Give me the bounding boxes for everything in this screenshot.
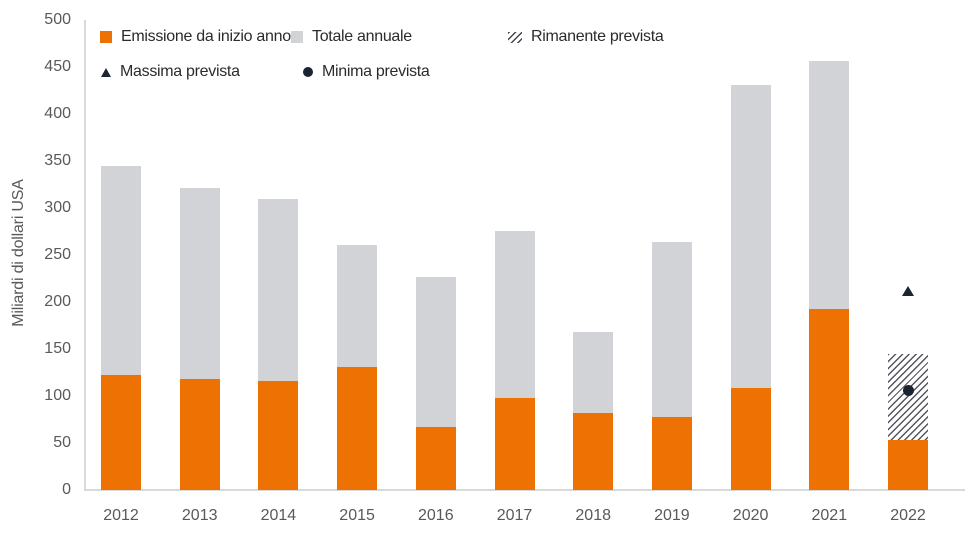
bar-segment-ytd-2013	[179, 379, 220, 490]
min-forecast-marker-2022	[902, 384, 914, 396]
bar-segment-total-2013	[179, 188, 220, 380]
bar-segment-total-2021	[809, 61, 850, 309]
y-tick-label-250: 250	[44, 246, 71, 263]
x-axis-label-2020: 2020	[732, 507, 769, 524]
y-tick-label-500: 500	[44, 11, 71, 28]
triangle-marker-icon	[101, 67, 111, 77]
legend-label: Emissione da inizio anno	[121, 28, 291, 45]
legend-item-rimanente: Rimanente prevista	[508, 28, 664, 46]
max-forecast-marker-2022	[901, 285, 914, 296]
x-axis-label-2019: 2019	[654, 507, 690, 524]
x-axis-line	[84, 489, 965, 491]
bar-segment-ytd-2012	[101, 375, 141, 490]
y-tick-label-300: 300	[44, 199, 71, 216]
legend-item-totale: Totale annuale	[291, 28, 412, 46]
bar-segment-ytd-2017	[494, 397, 535, 490]
y-tick-label-0: 0	[62, 481, 71, 498]
bar-segment-total-2014	[258, 198, 299, 381]
y-tick-label-450: 450	[44, 58, 71, 75]
y-tick-label-350: 350	[44, 152, 71, 169]
bar-segment-total-2015	[337, 244, 378, 367]
y-axis-line	[84, 20, 86, 491]
bar-segment-ytd-2015	[337, 366, 378, 490]
hatch-swatch-icon	[508, 31, 522, 43]
orange-square-swatch-icon	[100, 31, 112, 43]
x-axis-label-2016: 2016	[418, 507, 454, 524]
x-axis-label-2012: 2012	[103, 507, 139, 524]
bar-segment-total-2020	[730, 84, 771, 389]
bar-segment-ytd-2014	[258, 380, 299, 490]
x-axis-label-2022: 2022	[890, 507, 926, 524]
x-axis-label-2021: 2021	[811, 507, 848, 524]
gray-square-swatch-icon	[291, 31, 303, 43]
bar-segment-total-2019	[651, 241, 692, 417]
x-axis-label-2014: 2014	[260, 507, 297, 524]
y-tick-label-150: 150	[44, 340, 71, 357]
x-axis-label-2013: 2013	[181, 507, 218, 524]
legend-item-emissione: Emissione da inizio anno	[100, 28, 291, 46]
bar-segment-total-2018	[573, 332, 614, 413]
bar-segment-ytd-2020	[730, 388, 771, 490]
bar-segment-ytd-2021	[809, 308, 850, 490]
legend-label: Totale annuale	[312, 28, 412, 45]
bar-segment-ytd-2022	[888, 440, 928, 490]
legend-item-massima: Massima prevista	[101, 63, 240, 81]
x-axis-label-2018: 2018	[575, 507, 611, 524]
bar-segment-forecast-remainder-2022	[888, 353, 928, 441]
bar-segment-ytd-2016	[415, 427, 456, 490]
y-tick-label-400: 400	[44, 105, 71, 122]
y-tick-label-50: 50	[53, 434, 71, 451]
legend-label: Massima prevista	[120, 63, 240, 80]
circle-marker-icon	[303, 67, 313, 77]
bar-segment-ytd-2019	[651, 416, 692, 490]
legend-label: Rimanente prevista	[531, 28, 664, 45]
bar-segment-total-2012	[101, 165, 141, 376]
y-tick-label-200: 200	[44, 293, 71, 310]
x-axis-label-2015: 2015	[339, 507, 375, 524]
x-axis-label-2017: 2017	[496, 507, 533, 524]
legend-item-minima: Minima prevista	[303, 63, 430, 81]
bar-segment-total-2016	[415, 276, 456, 427]
bar-segment-total-2017	[494, 230, 535, 398]
y-tick-label-100: 100	[44, 387, 71, 404]
legend-label: Minima prevista	[322, 63, 430, 80]
bar-segment-ytd-2018	[573, 412, 614, 490]
